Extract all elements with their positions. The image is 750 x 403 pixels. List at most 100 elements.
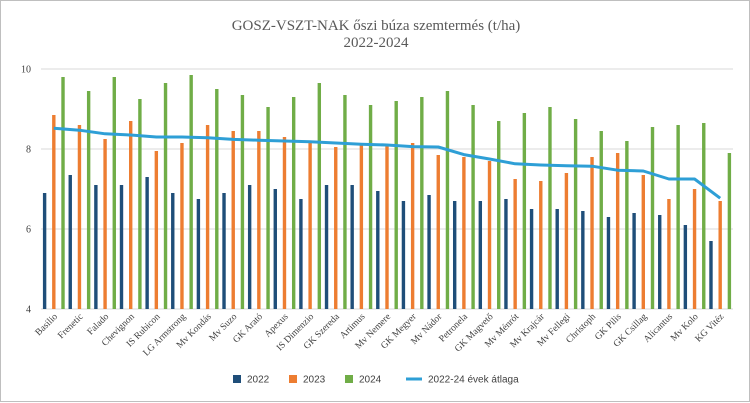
bar-2023 [718,201,722,309]
bar-2022 [427,195,431,309]
bar-2022 [529,209,534,309]
bar-2024 [727,153,732,309]
bar-2024 [420,97,424,309]
bar-2022 [247,185,252,309]
bar-2024 [61,77,65,309]
y-tick-label: 8 [26,145,31,156]
bar-2023 [436,155,440,309]
bar-2024 [138,99,142,309]
bar-2022 [196,199,201,309]
bar-2023 [257,131,261,309]
bar-2024 [548,107,552,309]
bar-2022 [222,193,226,309]
bar-2023 [52,115,56,309]
bar-2024 [317,83,322,309]
bar-2023 [359,143,364,309]
bar-2022 [299,199,303,309]
bar-2024 [291,97,296,309]
bar-2024 [112,77,116,309]
legend: 2022 2023 2024 2022-24 évek átlaga [233,375,519,386]
bar-2023 [462,157,466,309]
bar-2023 [180,143,184,309]
bar-2023 [77,125,82,309]
category-label: Frenetic [56,312,85,341]
category-label: KG Vitéz [694,312,726,344]
bar-2022 [145,177,149,309]
bar-2024 [368,105,373,309]
legend-swatch [345,375,353,383]
bar-2024 [445,91,450,309]
bar-2022 [709,241,713,309]
y-axis-ticks: 4 6 8 10 [21,65,31,316]
legend-label: 2022-24 évek átlaga [428,375,519,386]
average-line [53,126,722,200]
bar-2023 [641,175,645,309]
bar-2024 [86,91,91,309]
bar-2024 [266,107,270,309]
bar-2024 [497,121,501,309]
bar-2024 [522,113,527,309]
bar-2023 [103,139,107,309]
bar-2022 [324,185,329,309]
bar-2024 [394,101,398,309]
bar-2022 [350,185,354,309]
bar-2022 [94,185,98,309]
bar-2023 [205,125,210,309]
legend-label: 2023 [303,375,326,386]
chart-subtitle: 2022-2024 [344,35,409,51]
legend-swatch [233,375,241,383]
bar-2023 [154,151,159,309]
bar-2024 [343,95,347,309]
bar-2023 [564,173,569,309]
bar-2022 [376,191,380,309]
bar-2024 [471,105,475,309]
bar-2022 [452,201,457,309]
legend-label: 2022 [247,375,270,386]
bar-2022 [606,217,611,309]
y-tick-label: 10 [21,65,31,76]
bar-2024 [215,89,219,309]
bar-2023 [231,131,235,309]
bars [42,75,732,309]
bar-2022 [504,199,508,309]
bar-2024 [163,83,168,309]
bar-2022 [658,215,662,309]
bar-2022 [632,213,636,309]
category-label: Alicantus [642,312,675,345]
bar-2023 [487,161,492,309]
bar-2023 [692,189,697,309]
bar-2022 [683,225,688,309]
bar-2024 [676,125,680,309]
bar-2023 [667,199,671,309]
bar-2023 [282,137,287,309]
bar-2022 [581,211,585,309]
average-line-group [53,126,722,200]
bar-2022 [555,209,559,309]
bar-2024 [573,119,578,309]
bar-2024 [702,123,706,309]
bar-2024 [240,95,245,309]
bar-2023 [385,145,389,309]
bar-2022 [401,201,406,309]
bar-2022 [478,201,483,309]
legend-swatch [289,375,297,383]
bar-2023 [129,121,133,309]
bar-2023 [513,179,517,309]
bar-2023 [334,147,338,309]
bar-2024 [625,141,629,309]
bar-2022 [119,185,124,309]
bar-2022 [42,193,47,309]
bar-2023 [539,181,543,309]
bar-2023 [410,143,415,309]
bar-2023 [615,153,620,309]
bar-2022 [273,189,277,309]
bar-2024 [650,127,655,309]
bar-2022 [171,193,175,309]
y-tick-label: 4 [26,305,31,316]
bar-2024 [189,75,193,309]
bar-2022 [68,175,72,309]
y-tick-label: 6 [26,225,31,236]
